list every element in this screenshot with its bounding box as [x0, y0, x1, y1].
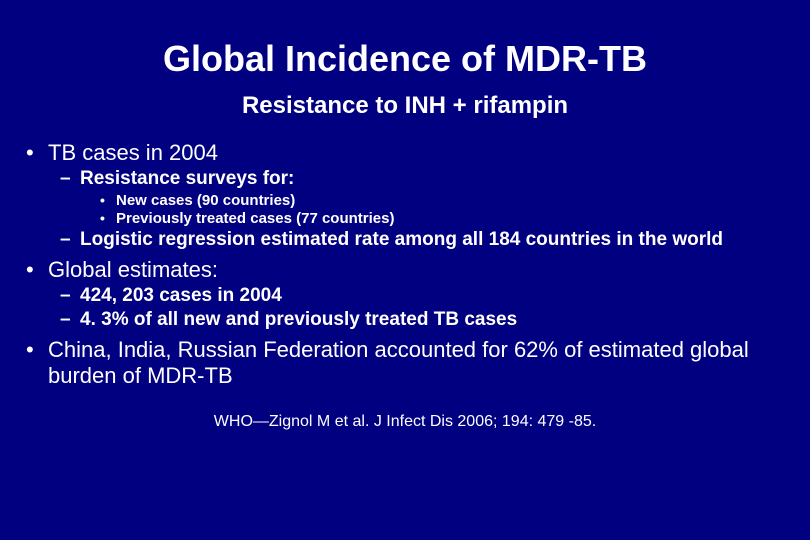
bullet-text: China, India, Russian Federation account… — [48, 337, 749, 388]
bullet-lvl2: Logistic regression estimated rate among… — [48, 229, 790, 251]
bullet-sublist: Resistance surveys for: New cases (90 co… — [48, 168, 790, 251]
bullet-text: TB cases in 2004 — [48, 140, 218, 165]
slide-title: Global Incidence of MDR-TB — [0, 38, 810, 80]
bullet-text: 4. 3% of all new and previously treated … — [80, 309, 517, 330]
citation: WHO—Zignol M et al. J Infect Dis 2006; 1… — [0, 413, 810, 431]
bullet-text: Global estimates: — [48, 257, 218, 282]
bullet-text: New cases (90 countries) — [116, 192, 295, 209]
bullet-lvl1: Global estimates: 424, 203 cases in 2004… — [20, 257, 790, 331]
bullet-sublist: New cases (90 countries) Previously trea… — [80, 192, 790, 227]
bullet-lvl2: 424, 203 cases in 2004 — [48, 285, 790, 307]
bullet-lvl2: Resistance surveys for: New cases (90 co… — [48, 168, 790, 227]
bullet-text: Logistic regression estimated rate among… — [80, 229, 723, 250]
bullet-lvl3: New cases (90 countries) — [80, 192, 790, 209]
bullet-list: TB cases in 2004 Resistance surveys for:… — [0, 140, 810, 389]
bullet-text: Previously treated cases (77 countries) — [116, 210, 394, 227]
bullet-text: 424, 203 cases in 2004 — [80, 285, 282, 306]
bullet-text: Resistance surveys for: — [80, 168, 294, 189]
bullet-sublist: 424, 203 cases in 2004 4. 3% of all new … — [48, 285, 790, 331]
bullet-lvl1: TB cases in 2004 Resistance surveys for:… — [20, 140, 790, 251]
bullet-lvl2: 4. 3% of all new and previously treated … — [48, 309, 790, 331]
bullet-lvl1: China, India, Russian Federation account… — [20, 337, 790, 389]
bullet-lvl3: Previously treated cases (77 countries) — [80, 210, 790, 227]
slide-subtitle: Resistance to INH + rifampin — [0, 92, 810, 120]
slide: Global Incidence of MDR-TB Resistance to… — [0, 0, 810, 540]
